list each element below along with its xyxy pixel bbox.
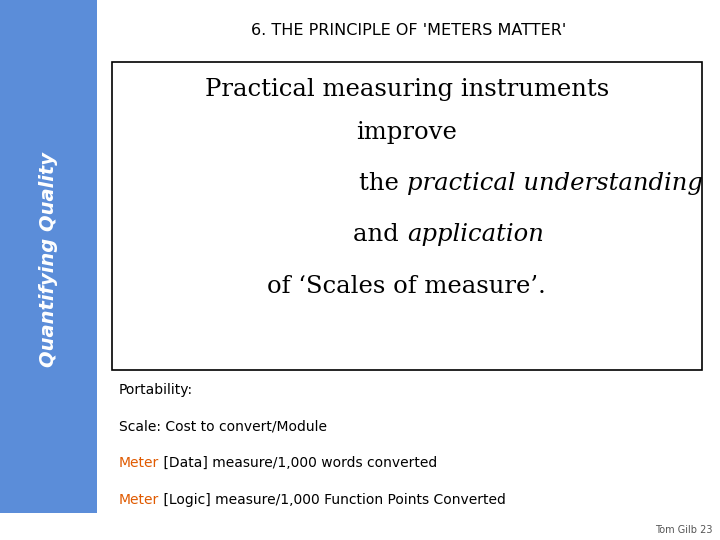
Text: 6. THE PRINCIPLE OF 'METERS MATTER': 6. THE PRINCIPLE OF 'METERS MATTER' bbox=[251, 23, 566, 38]
Text: Tom Gilb 23: Tom Gilb 23 bbox=[655, 524, 713, 535]
Text: Quantifying Quality: Quantifying Quality bbox=[39, 152, 58, 367]
Bar bbox=[0, 0, 97, 540]
Text: Meter: Meter bbox=[119, 493, 159, 507]
Text: application: application bbox=[407, 224, 544, 246]
FancyBboxPatch shape bbox=[112, 62, 702, 370]
Text: practical understanding: practical understanding bbox=[407, 172, 703, 195]
Text: Scale: Cost to convert/Module: Scale: Cost to convert/Module bbox=[119, 420, 327, 434]
Text: [Data] measure/1,000 words converted: [Data] measure/1,000 words converted bbox=[159, 456, 437, 470]
Text: improve: improve bbox=[356, 121, 457, 144]
Text: [Logic] measure/1,000 Function Points Converted: [Logic] measure/1,000 Function Points Co… bbox=[159, 493, 506, 507]
Text: of ‘Scales of measure’.: of ‘Scales of measure’. bbox=[267, 275, 546, 298]
Text: and: and bbox=[354, 224, 407, 246]
Text: Meter: Meter bbox=[119, 456, 159, 470]
Text: Portability:: Portability: bbox=[119, 383, 193, 397]
Bar bbox=[0, 513, 97, 540]
Text: Practical measuring instruments: Practical measuring instruments bbox=[204, 78, 609, 100]
Text: the: the bbox=[359, 172, 407, 195]
